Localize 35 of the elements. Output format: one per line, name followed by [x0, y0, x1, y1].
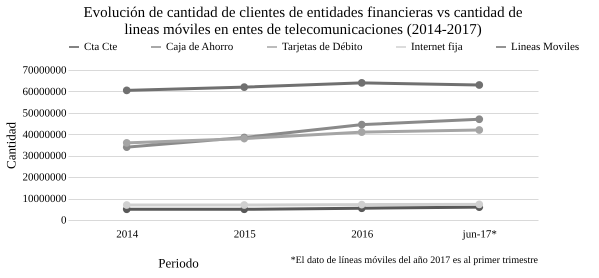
point	[358, 200, 366, 208]
point	[475, 200, 484, 208]
text: Evolución de cantidad de clientes de entidades financieras vs cantidad de	[84, 5, 522, 21]
y-tick-label: 30000000	[22, 150, 67, 162]
y-axis-title: Cantidad	[4, 122, 18, 169]
legend-label: Lineas Moviles	[511, 41, 580, 53]
point	[122, 201, 131, 209]
point	[475, 115, 484, 124]
y-tick-label: 20000000	[22, 172, 67, 184]
point	[122, 138, 131, 147]
point	[240, 201, 248, 209]
x-axis-title: Periodo	[158, 256, 199, 270]
point	[358, 78, 366, 87]
text: *El dato de líneas móviles del año 2017 es al primer trimestre	[290, 255, 539, 266]
point	[475, 81, 484, 89]
legend-label: Tarjetas de Débito	[282, 41, 363, 53]
x-tick-label: 2014	[116, 228, 139, 240]
point	[122, 86, 131, 94]
text: lineas móviles en entes de telecomunicaciones (2014-2017)	[124, 22, 482, 38]
x-tick-label: jun-17*	[462, 228, 497, 240]
y-tick-label: 10000000	[22, 193, 67, 206]
point	[358, 120, 366, 129]
point	[475, 126, 484, 134]
point	[358, 128, 366, 136]
y-tick-label: 70000000	[22, 64, 67, 76]
y-tick-label: 0	[61, 214, 67, 226]
point	[240, 83, 248, 92]
y-tick-label: 40000000	[22, 128, 67, 141]
legend-label: Caja de Ahorro	[166, 41, 234, 53]
legend-label: Internet fija	[411, 41, 463, 53]
x-tick-label: 2016	[351, 228, 374, 240]
legend-label: Cta Cte	[84, 41, 118, 53]
y-tick-label: 60000000	[22, 86, 67, 98]
y-tick-label: 50000000	[22, 107, 67, 120]
x-tick-label: 2015	[234, 228, 256, 240]
